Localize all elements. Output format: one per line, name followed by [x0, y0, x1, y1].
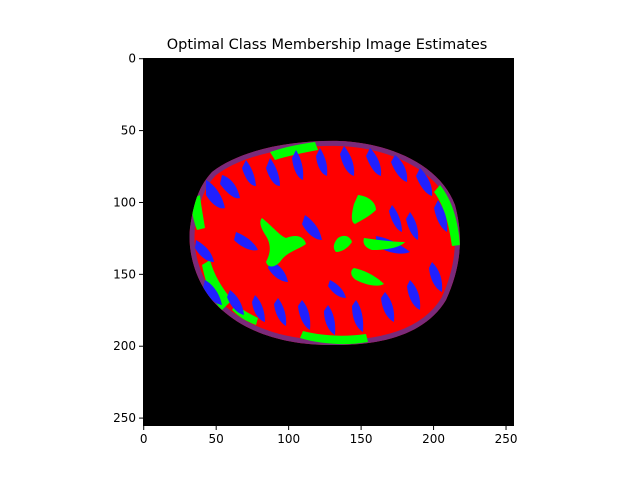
segmentation-image — [189, 140, 460, 346]
x-tick-label: 0 — [140, 432, 148, 446]
rim-partial-volume — [189, 140, 460, 346]
y-axis: 0 50 100 150 200 250 — [113, 52, 143, 425]
x-tick-label: 150 — [350, 432, 373, 446]
y-tick-label: 0 — [128, 52, 136, 66]
y-tick-label: 50 — [121, 124, 136, 138]
axes-frame — [143, 58, 514, 426]
plot-area: 0 50 100 150 200 250 0 50 100 150 200 250 — [113, 52, 517, 446]
y-tick-label: 250 — [113, 411, 136, 425]
x-tick-label: 100 — [277, 432, 300, 446]
x-tick-label: 250 — [495, 432, 518, 446]
x-tick-label: 200 — [422, 432, 445, 446]
x-axis: 0 50 100 150 200 250 — [140, 426, 518, 446]
ventricles — [260, 195, 405, 286]
y-tick-label: 150 — [113, 267, 136, 281]
chart-title: Optimal Class Membership Image Estimates — [167, 37, 488, 53]
x-tick-label: 50 — [209, 432, 224, 446]
y-tick-label: 200 — [113, 339, 136, 353]
y-tick-label: 100 — [113, 195, 136, 209]
